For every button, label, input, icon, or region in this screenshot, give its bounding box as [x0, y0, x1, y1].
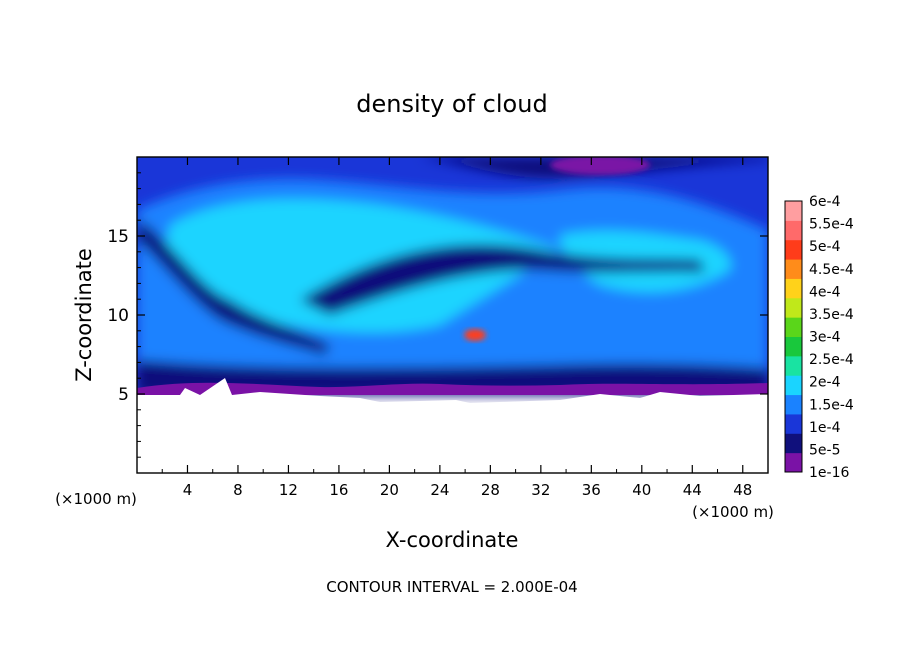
y-tick-label: 15: [107, 227, 129, 247]
colorbar-label: 5e-5: [809, 442, 840, 458]
colorbar-label: 5e-4: [809, 239, 841, 255]
colorbar-swatch: [785, 355, 802, 376]
x-tick-label: 48: [733, 481, 752, 499]
colorbar-swatch: [785, 259, 802, 279]
x-tick-label: 16: [329, 481, 348, 499]
cloud-mid-band: [300, 244, 705, 315]
cloud-field: [137, 157, 768, 473]
x-tick-label: 44: [683, 481, 702, 499]
cloud-left-band: [137, 220, 330, 355]
colorbar-label: 1.5e-4: [809, 397, 854, 413]
x-tick-label: 28: [481, 481, 500, 499]
colorbar-label: 3.5e-4: [809, 307, 854, 323]
colorbar-swatch: [785, 336, 802, 357]
x-axis: 4 8 12 16 20 24 28 32 36 40 44 48: [161, 157, 752, 499]
x-tick-label: 4: [183, 481, 193, 499]
colorbar-swatch: [785, 317, 802, 337]
colorbar-swatch: [785, 433, 802, 454]
y-axis-label: Z-coordinate: [72, 248, 96, 382]
cloud-top-fringe: [550, 157, 650, 175]
colorbar-label: 2.5e-4: [809, 352, 854, 368]
colorbar-label: 2e-4: [809, 375, 841, 391]
x-tick-label: 36: [582, 481, 601, 499]
colorbar-label: 3e-4: [809, 330, 841, 346]
colorbar-label: 1e-16: [809, 465, 849, 481]
colorbar-swatch: [785, 452, 802, 473]
clear-air-region: [137, 378, 768, 473]
x-tick-label: 12: [279, 481, 298, 499]
x-tick-label: 32: [531, 481, 550, 499]
x-tick-label: 40: [632, 481, 651, 499]
colorbar-label: 1e-4: [809, 420, 841, 436]
colorbar-label: 6e-4: [809, 194, 841, 210]
contour-interval-note: CONTOUR INTERVAL = 2.000E-04: [326, 578, 577, 596]
colorbar-swatch: [785, 220, 802, 241]
colorbar-swatch: [785, 394, 802, 415]
cloud-peak-cell: [464, 329, 486, 341]
y-unit-label-right: (×1000 m): [692, 503, 774, 521]
x-tick-label: 20: [380, 481, 399, 499]
x-tick-label: 24: [430, 481, 449, 499]
colorbar-swatch: [785, 297, 802, 318]
colorbar-swatch: [785, 201, 802, 221]
cloud-core-left: [165, 199, 560, 333]
y-axis: 5 10 15: [107, 172, 768, 458]
colorbar-label: 4.5e-4: [809, 262, 854, 278]
cloud-base-fringe: [137, 382, 768, 395]
colorbar-swatch: [785, 239, 802, 260]
colorbar-label: 5.5e-4: [809, 217, 854, 233]
colorbar-swatch: [785, 413, 802, 434]
colorbar: 1e-16 5e-5 1e-4 1.5e-4 2e-4 2.5e-4 3e-4 3.5e-4 4…: [784, 194, 854, 481]
colorbar-label: 4e-4: [809, 284, 841, 300]
y-tick-label: 10: [107, 306, 129, 326]
chart-title: density of cloud: [356, 90, 547, 118]
x-axis-label: X-coordinate: [386, 528, 519, 552]
y-tick-label: 5: [118, 385, 129, 405]
colorbar-swatch: [785, 375, 802, 396]
x-tick-label: 8: [233, 481, 243, 499]
x-unit-label-left: (×1000 m): [55, 490, 137, 508]
colorbar-swatch: [785, 278, 802, 299]
colorbar-frame: [784, 200, 803, 473]
plot-area: [137, 157, 768, 473]
